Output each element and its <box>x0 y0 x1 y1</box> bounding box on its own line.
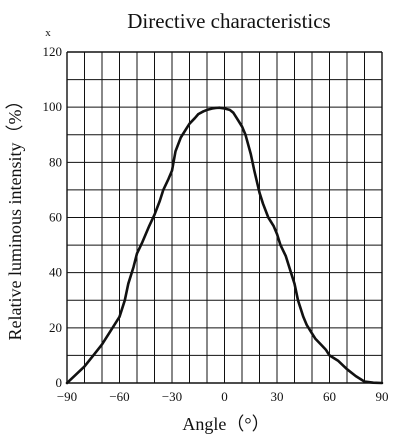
x-tick-label: −30 <box>162 389 182 404</box>
y-axis-label: Relative luminous intensity（%） <box>5 92 25 341</box>
x-axis-label: Angle（°） <box>182 414 269 434</box>
chart-title: Directive characteristics <box>127 9 330 33</box>
y-tick-label: 80 <box>49 154 62 169</box>
corner-label: x <box>45 27 51 39</box>
y-tick-label: 0 <box>56 375 63 390</box>
x-tick-label: 0 <box>221 389 228 404</box>
y-tick-labels: 0 20 40 60 80 100 120 <box>43 44 63 390</box>
x-tick-label: −60 <box>109 389 129 404</box>
series-group <box>65 106 384 385</box>
x-tick-label: 90 <box>376 389 389 404</box>
series-line <box>65 106 384 385</box>
x-tick-label: −90 <box>57 389 77 404</box>
y-tick-label: 20 <box>49 320 62 335</box>
grid <box>66 51 383 384</box>
x-tick-label: 30 <box>271 389 284 404</box>
y-tick-label: 100 <box>43 99 63 114</box>
y-tick-label: 120 <box>43 44 63 59</box>
y-tick-label: 60 <box>49 210 62 225</box>
x-tick-label: 60 <box>323 389 336 404</box>
x-tick-labels: −90 −60 −30 0 30 60 90 <box>57 389 389 404</box>
y-tick-label: 40 <box>49 265 62 280</box>
